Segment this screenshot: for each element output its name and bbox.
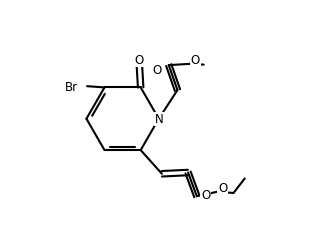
Text: O: O: [135, 54, 144, 67]
Text: O: O: [153, 63, 162, 76]
Text: O: O: [201, 188, 210, 201]
Text: Br: Br: [65, 80, 78, 93]
Text: N: N: [154, 113, 163, 126]
Text: O: O: [218, 181, 227, 194]
Text: O: O: [191, 54, 200, 67]
